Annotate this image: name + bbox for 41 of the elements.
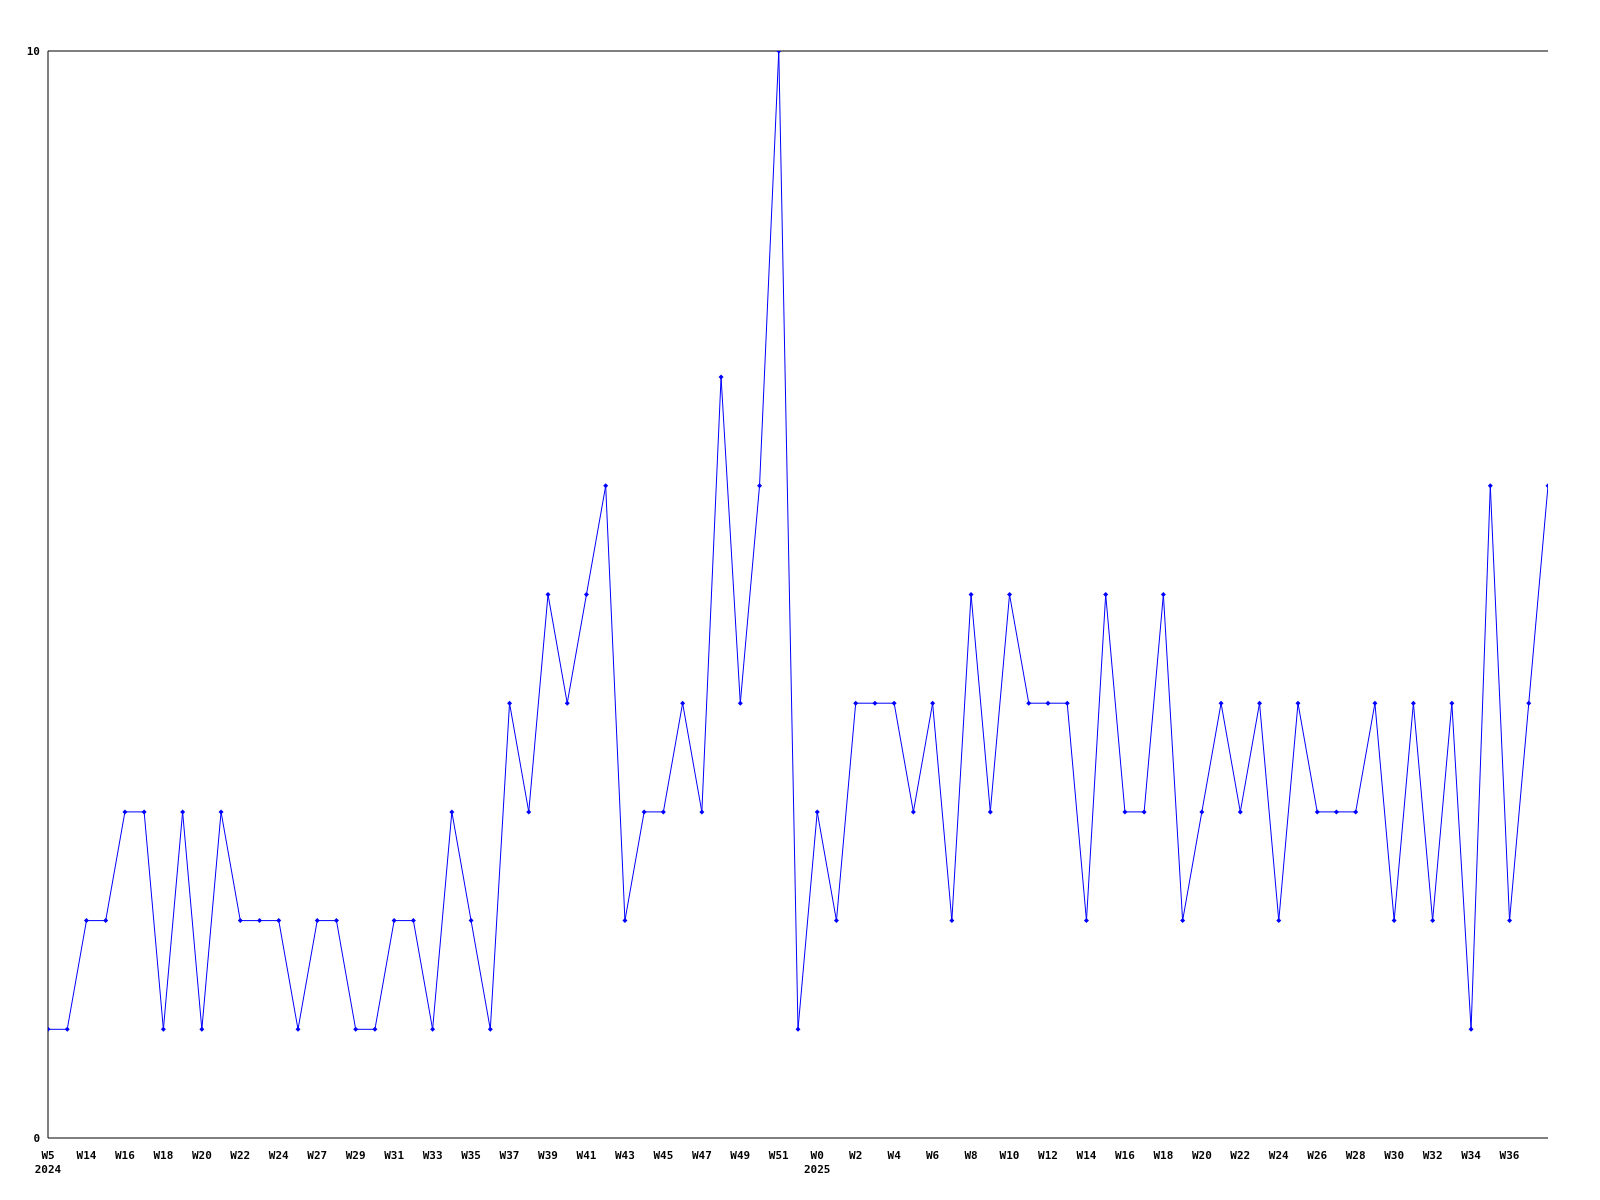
x-tick-label: W6 [925, 1149, 940, 1162]
x-tick-label: W8 [964, 1149, 978, 1162]
x-tick-label: W35 [461, 1149, 482, 1162]
x-tick-label: W49 [730, 1149, 751, 1162]
x-tick-label: W31 [384, 1149, 405, 1162]
x-tick-label: W22 [1230, 1149, 1251, 1162]
x-tick-label: W29 [345, 1149, 366, 1162]
x-tick-label: W47 [691, 1149, 712, 1162]
x-tick-label: W45 [653, 1149, 674, 1162]
x-tick-label: W20 [1191, 1149, 1212, 1162]
x-tick-label: W18 [153, 1149, 174, 1162]
x-tick-label: W14 [76, 1149, 97, 1162]
x-tick-label: W2 [849, 1149, 863, 1162]
x-tick-label: W5 2024 [34, 1149, 62, 1176]
x-tick-label: W39 [538, 1149, 558, 1162]
x-tick-label: W16 [1114, 1149, 1136, 1162]
x-tick-label: W30 [1384, 1149, 1405, 1162]
x-tick-label: W4 [887, 1149, 902, 1162]
x-tick-label: W41 [576, 1149, 597, 1162]
x-tick-label: W32 [1422, 1149, 1443, 1162]
x-tick-label: W0 2025 [803, 1149, 831, 1176]
y-tick-label: 0 [33, 1131, 40, 1145]
x-tick-label: W51 [768, 1149, 790, 1162]
x-tick-label: W14 [1076, 1149, 1097, 1162]
x-tick-label: W24 [1268, 1149, 1290, 1162]
x-tick-label: W16 [114, 1149, 136, 1162]
x-tick-label: W26 [1307, 1149, 1328, 1162]
x-tick-label: W27 [307, 1149, 328, 1162]
x-tick-label: W18 [1153, 1149, 1174, 1162]
x-tick-label: W12 [1038, 1149, 1058, 1162]
x-tick-label: W36 [1499, 1149, 1520, 1162]
y-tick-label: 10 [26, 44, 40, 58]
x-tick-label: W34 [1461, 1149, 1482, 1162]
x-tick-label: W33 [422, 1149, 443, 1162]
x-tick-label: W24 [268, 1149, 290, 1162]
x-tick-label: W22 [230, 1149, 251, 1162]
x-tick-label: W20 [191, 1149, 212, 1162]
x-tick-label: W10 [999, 1149, 1020, 1162]
x-tick-label: W37 [499, 1149, 520, 1162]
x-tick-label: W28 [1345, 1149, 1366, 1162]
x-tick-label: W43 [614, 1149, 635, 1162]
